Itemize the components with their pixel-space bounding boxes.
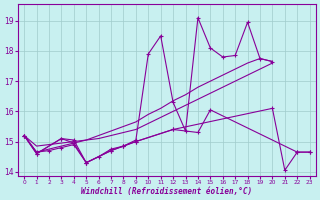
X-axis label: Windchill (Refroidissement éolien,°C): Windchill (Refroidissement éolien,°C): [81, 187, 252, 196]
